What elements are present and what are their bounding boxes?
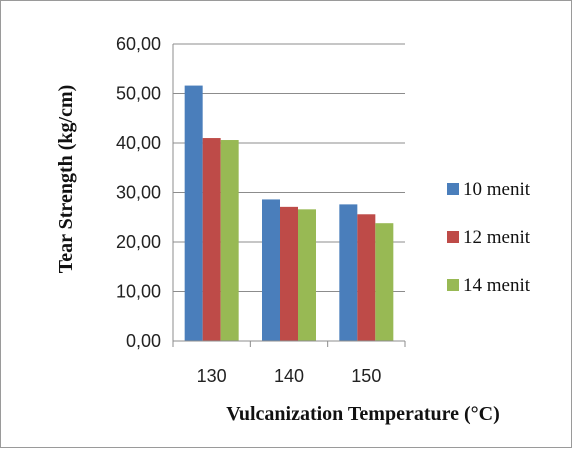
- x-tick-labels: 130 140 150: [197, 366, 382, 386]
- x-tick-label: 140: [274, 366, 304, 386]
- bar-140-12-menit: [280, 206, 298, 341]
- bars: [184, 85, 394, 341]
- legend-label: 12 menit: [463, 227, 531, 248]
- bar-150-10-menit: [339, 204, 358, 341]
- bar-140-14-menit: [298, 209, 316, 341]
- y-tick-labels: 0,00 10,00 20,00 30,00 40,00 50,00 60,00: [116, 34, 161, 351]
- legend-swatch: [447, 279, 459, 291]
- x-axis-title: Vulcanization Temperature (°C): [226, 403, 500, 425]
- bar-150-12-menit: [357, 214, 376, 341]
- legend-swatch: [447, 183, 459, 195]
- bar-130-14-menit: [220, 140, 239, 341]
- y-tick-label: 30,00: [116, 183, 161, 203]
- legend: 10 menit 12 menit 14 menit: [447, 179, 531, 296]
- y-tick-label: 50,00: [116, 84, 161, 104]
- bar-150-14-menit: [375, 223, 394, 341]
- y-tick-label: 20,00: [116, 232, 161, 252]
- x-tick-label: 130: [197, 366, 227, 386]
- legend-label: 10 menit: [463, 179, 531, 200]
- bar-130-12-menit: [202, 138, 221, 341]
- bar-140-10-menit: [262, 199, 280, 341]
- y-axis-title: Tear Strength (kg/cm): [55, 85, 77, 274]
- legend-swatch: [447, 231, 459, 243]
- axes: [172, 44, 406, 347]
- x-tick-label: 150: [351, 366, 381, 386]
- y-tick-label: 10,00: [116, 282, 161, 302]
- bar-130-10-menit: [184, 85, 203, 341]
- y-tick-label: 40,00: [116, 133, 161, 153]
- y-tick-label: 0,00: [126, 331, 161, 351]
- legend-label: 14 menit: [463, 275, 531, 296]
- y-tick-label: 60,00: [116, 34, 161, 54]
